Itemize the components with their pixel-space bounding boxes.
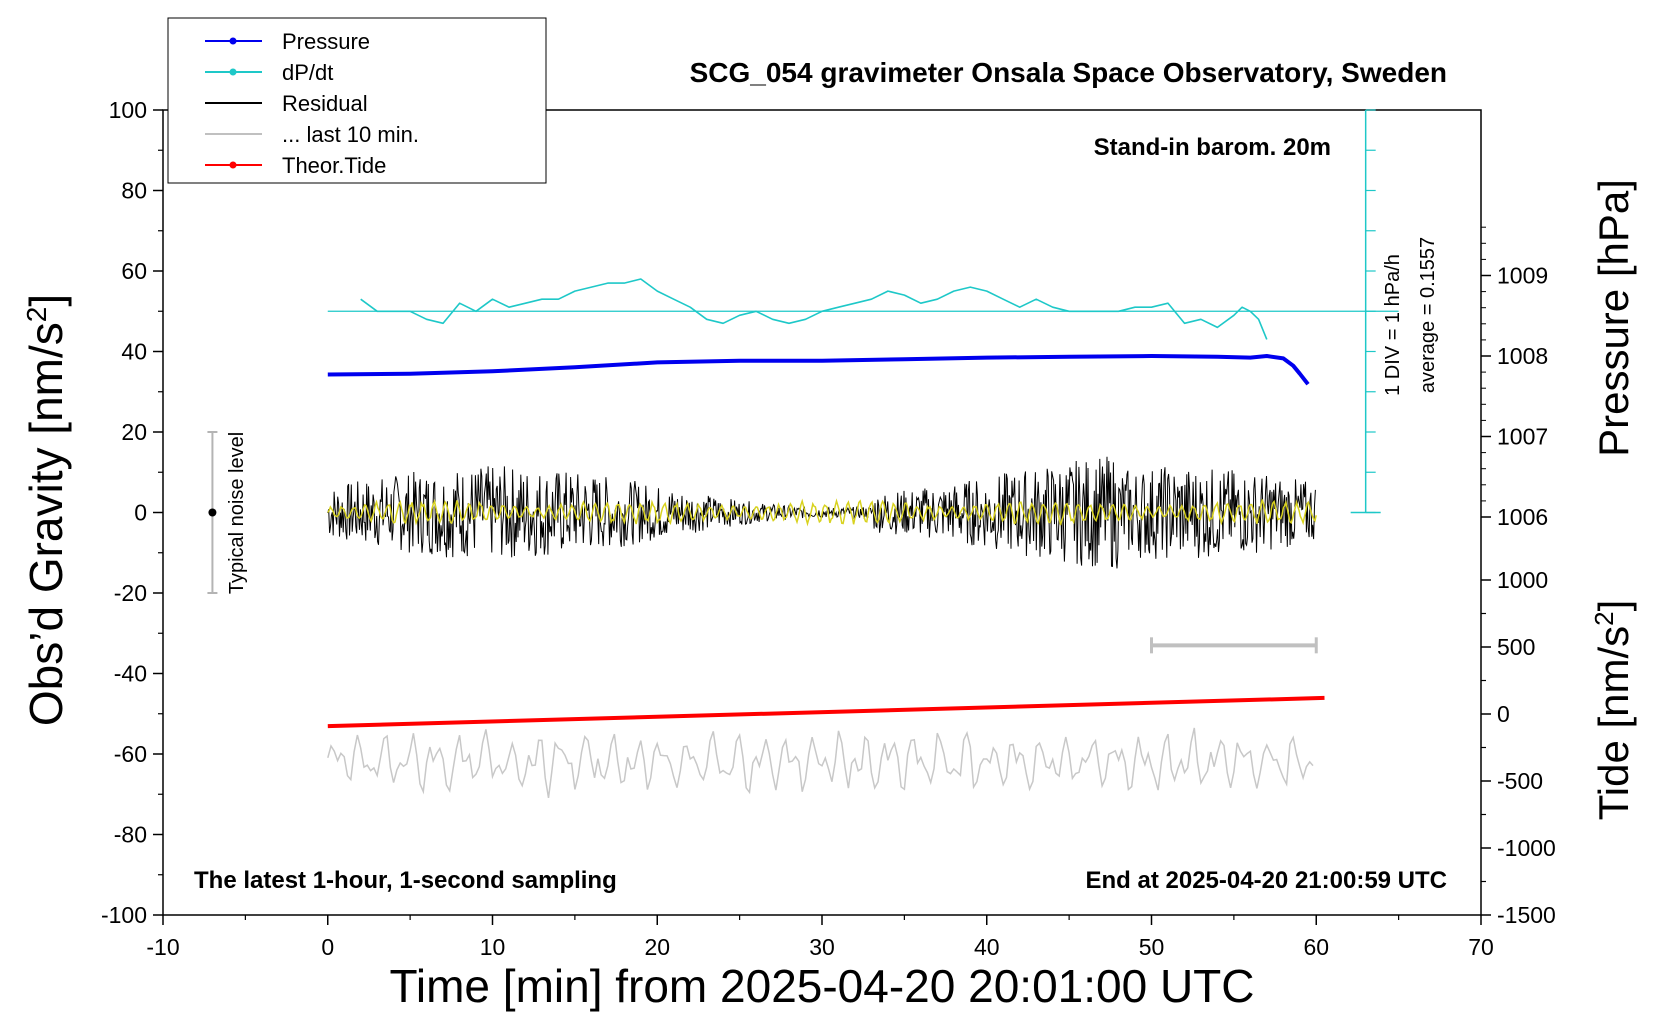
chart-title: SCG_054 gravimeter Onsala Space Observat… (690, 57, 1447, 88)
legend-label: Theor.Tide (282, 153, 386, 178)
end-time-note: End at 2025-04-20 21:00:59 UTC (1086, 867, 1448, 894)
dpdt-scale-axis (327, 109, 1399, 514)
y-tick-label: 20 (121, 419, 147, 445)
dpdt-average-label: average = 0.1557 (1417, 237, 1439, 393)
tide-tick-label: -1500 (1497, 902, 1556, 928)
legend-box (167, 17, 547, 184)
legend-marker (229, 161, 237, 169)
pressure-tick-label: 1009 (1497, 263, 1548, 289)
y-tick-label: 80 (121, 178, 147, 204)
pressure-tick-label: 1007 (1497, 424, 1548, 450)
noise-level-label: Typical noise level (226, 432, 248, 594)
tide-tick-label: 0 (1497, 701, 1510, 727)
y-tick-label: -80 (114, 822, 147, 848)
tide-axis-title-main: Tide [nm/s (1590, 626, 1637, 821)
x-tick-label: 10 (480, 934, 506, 960)
tide-tick-label: -500 (1497, 768, 1543, 794)
pressure-tick-label: 1006 (1497, 504, 1548, 530)
y-axis-pressure: 1009 1008 1007 1006 (1481, 226, 1548, 530)
barometer-note: Stand-in barom. 20m (1094, 134, 1331, 161)
pressure-tick-label: 1008 (1497, 343, 1548, 369)
y-axis-title-close: ] (20, 294, 72, 307)
y-tick-label: 100 (109, 97, 147, 123)
tide-series-line (327, 695, 1325, 729)
x-tick-label: 30 (809, 934, 835, 960)
y-tick-label: 60 (121, 258, 147, 284)
tide-tick-label: 500 (1497, 634, 1535, 660)
x-axis-title: Time [min] from 2025-04-20 20:01:00 UTC (390, 960, 1255, 1012)
y-axis-title-sup: 2 (21, 307, 52, 323)
y-tick-label: -100 (101, 902, 147, 928)
x-tick-label: 50 (1139, 934, 1165, 960)
legend-label: Pressure (282, 29, 370, 54)
x-axis: -10 0 10 20 30 40 50 60 70 (146, 915, 1494, 960)
legend-label: Residual (282, 91, 368, 116)
y-tick-label: 40 (121, 339, 147, 365)
legend-marker (229, 37, 237, 45)
dpdt-series-line (360, 278, 1268, 340)
tide-axis-title-close: ] (1590, 600, 1637, 612)
series-layer (207, 278, 1325, 799)
legend: Pressure dP/dt Residual ... last 10 min. The… (167, 17, 547, 184)
tide-axis-title: Tide [nm/s2] (1589, 600, 1637, 821)
tide-tick-label: -1000 (1497, 835, 1556, 861)
x-tick-label: 60 (1303, 934, 1329, 960)
y-tick-label: 0 (134, 500, 147, 526)
y-axis-gravity: 100 80 60 40 20 0 -20 -40 -60 -80 -100 (101, 97, 163, 928)
y-axis-tide: 1000 500 0 -500 -1000 -1500 (1481, 567, 1556, 928)
y-axis-title-main: Obs’d Gravity [nm/s (20, 322, 72, 726)
pressure-axis-title: Pressure [hPa] (1590, 179, 1637, 457)
x-tick-label: 20 (644, 934, 670, 960)
x-tick-label: 0 (321, 934, 334, 960)
tide-tick-label: 1000 (1497, 567, 1548, 593)
legend-label: ... last 10 min. (282, 122, 419, 147)
legend-label: dP/dt (282, 60, 333, 85)
y-tick-label: -60 (114, 741, 147, 767)
noise-bar-point (208, 508, 217, 517)
dpdt-scale-label: 1 DIV = 1 hPa/h (1382, 254, 1404, 396)
y-tick-label: -20 (114, 580, 147, 606)
sampling-note: The latest 1-hour, 1-second sampling (194, 867, 617, 894)
filtered-gravity-line (327, 727, 1314, 799)
tide-axis-title-sup: 2 (1589, 611, 1619, 625)
x-tick-label: 40 (974, 934, 1000, 960)
x-tick-label: 70 (1468, 934, 1494, 960)
pressure-series-line (327, 354, 1310, 386)
y-axis-title: Obs’d Gravity [nm/s2] (20, 294, 72, 726)
x-tick-label: -10 (146, 934, 179, 960)
legend-marker (229, 68, 237, 76)
y-tick-label: -40 (114, 661, 147, 687)
residual-filtered-line (327, 498, 1317, 527)
